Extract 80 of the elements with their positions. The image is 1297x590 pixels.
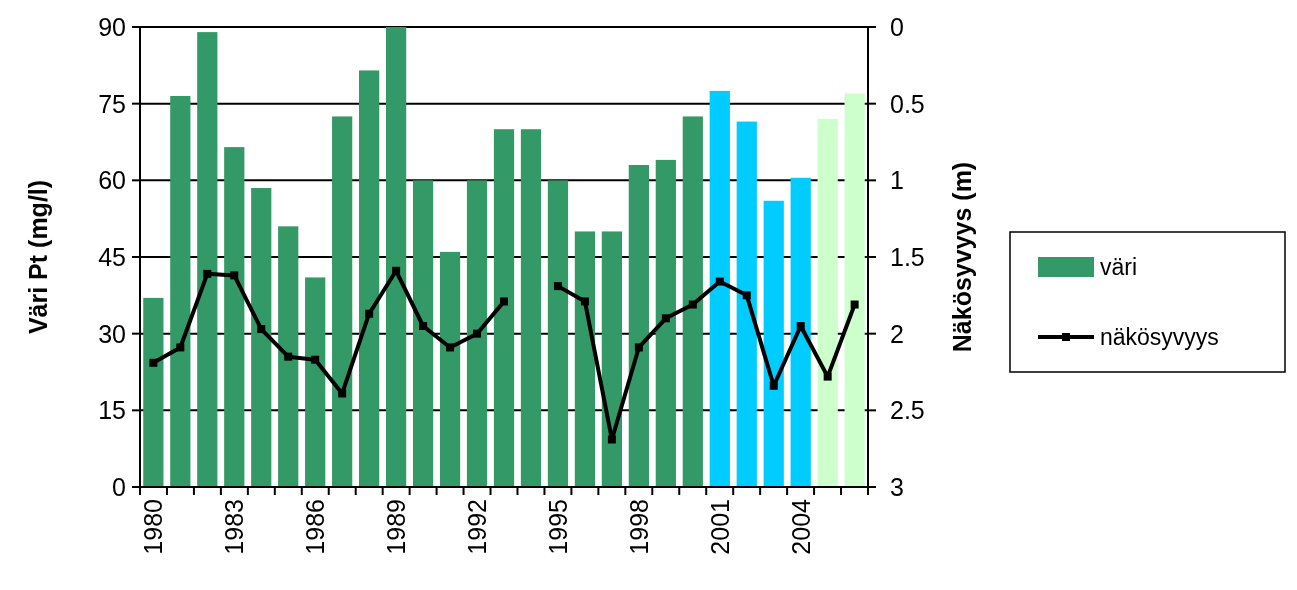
y-tick-label: 15 (98, 396, 126, 425)
bar (143, 297, 164, 487)
point (311, 355, 320, 364)
x-tick-label: 1989 (382, 499, 411, 555)
y-tick-label: 0 (112, 473, 126, 501)
x-tick-label: 1992 (463, 499, 492, 555)
point (419, 322, 428, 330)
point (257, 325, 266, 334)
x-tick-label: 2001 (705, 499, 734, 555)
x-tick-label: 1983 (220, 499, 249, 555)
bar (305, 277, 326, 487)
point (607, 435, 616, 444)
bar (493, 129, 515, 487)
y2-tick-label: 2.5 (890, 396, 925, 425)
point (634, 343, 643, 352)
bar (709, 90, 730, 487)
point (823, 372, 832, 381)
point (742, 291, 751, 300)
point (365, 309, 374, 318)
point (580, 297, 589, 306)
bar (439, 251, 461, 487)
x-tick-label: 1986 (301, 499, 330, 555)
legend-label: väri (1100, 254, 1138, 280)
bar (224, 147, 245, 487)
y-tick-label: 60 (98, 166, 126, 195)
bar (817, 119, 838, 487)
y2-tick-label: 0.5 (890, 89, 925, 118)
y2-tick-label: 1 (890, 166, 904, 195)
point (500, 297, 508, 306)
x-tick-label: 1998 (624, 499, 653, 555)
point (850, 300, 859, 309)
bar (844, 93, 865, 487)
y2-axis-title: Näkösyvyys (m) (948, 161, 976, 353)
bar (412, 180, 434, 487)
y-tick-label: 90 (98, 13, 126, 41)
bar (790, 177, 811, 487)
y-tick-label: 45 (98, 243, 126, 271)
bar (547, 180, 569, 487)
y2-tick-label: 0 (890, 13, 904, 41)
bar (170, 96, 191, 487)
y2-tick-label: 3 (890, 473, 904, 501)
point (769, 381, 778, 390)
point (338, 389, 347, 398)
bar (278, 226, 299, 487)
point (473, 329, 482, 338)
point (796, 322, 805, 330)
legend-label: näkösyvyys (1100, 324, 1219, 350)
point (176, 343, 185, 352)
bar (520, 129, 542, 487)
y-tick-label: 30 (98, 319, 126, 348)
point (284, 352, 293, 361)
point (715, 277, 724, 286)
y2-tick-label: 1.5 (890, 243, 925, 271)
x-tick-label: 1995 (543, 499, 572, 555)
bar (736, 121, 757, 487)
point (149, 358, 158, 367)
bar (332, 116, 353, 487)
point (688, 300, 697, 309)
bar (197, 32, 218, 487)
y2-tick-label: 2 (890, 319, 904, 348)
bar (359, 70, 380, 487)
x-tick-label: 1980 (139, 499, 168, 555)
y-tick-label: 75 (98, 89, 126, 118)
bar (385, 27, 407, 487)
x-tick-label: 2004 (786, 498, 815, 555)
point (661, 314, 670, 323)
point (553, 282, 562, 291)
point (203, 269, 212, 278)
bar (251, 188, 272, 487)
bar (655, 159, 676, 487)
bar (763, 200, 784, 487)
bar (466, 180, 488, 487)
bar (601, 231, 623, 487)
point (230, 271, 239, 280)
point (446, 343, 455, 352)
bar (628, 165, 649, 487)
bar (574, 231, 596, 487)
point (392, 266, 401, 275)
y-axis-title: Väri Pt (mg/l) (24, 179, 52, 335)
bar (682, 116, 703, 487)
